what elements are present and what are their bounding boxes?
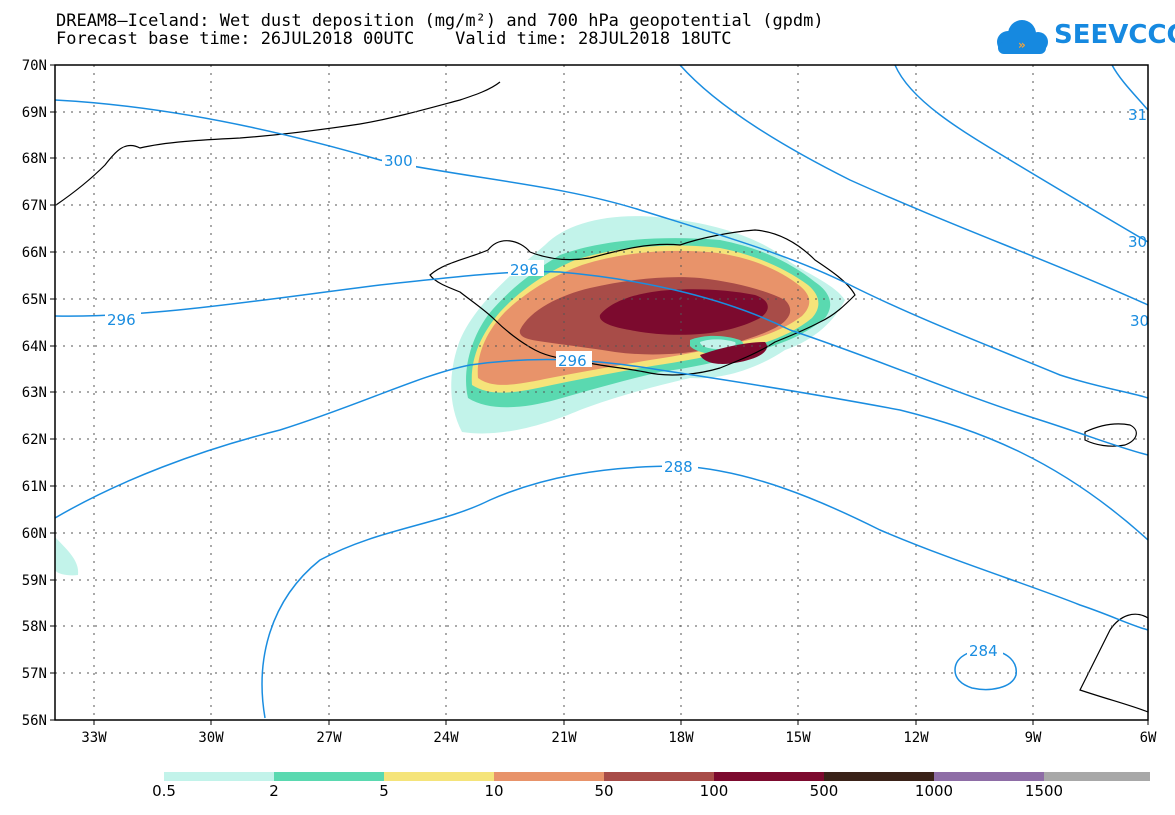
- lon-label: 27W: [316, 730, 342, 746]
- lat-label: 59N: [22, 573, 47, 589]
- legend-label: 1500: [1024, 782, 1064, 800]
- lat-label: 65N: [22, 292, 47, 308]
- logo-text: SEEVCCC: [1054, 20, 1175, 50]
- legend-swatch: [494, 772, 604, 781]
- contour-label-296-north: 296: [510, 261, 539, 279]
- lon-label: 15W: [785, 730, 811, 746]
- contour-label-30-a: 30: [1128, 233, 1147, 251]
- lon-label: 33W: [81, 730, 107, 746]
- contour-label-296-west: 296: [107, 311, 136, 329]
- lat-label: 69N: [22, 105, 47, 121]
- cloud-logo-icon: »: [997, 20, 1048, 54]
- legend-label: 2: [269, 782, 279, 800]
- legend-swatch: [274, 772, 384, 781]
- lat-label: 62N: [22, 432, 47, 448]
- coastlines: [55, 81, 1149, 713]
- legend-swatch: [824, 772, 934, 781]
- contour-label-30-b: 30: [1130, 312, 1149, 330]
- lon-label: 6W: [1140, 730, 1157, 746]
- legend-swatch: [1044, 772, 1150, 781]
- lon-label: 30W: [198, 730, 224, 746]
- latitude-labels: 70N 69N 68N 67N 66N 65N 64N 63N 62N 61N …: [22, 58, 47, 729]
- legend-swatch: [604, 772, 714, 781]
- legend-label: 0.5: [152, 782, 176, 800]
- lon-label: 24W: [433, 730, 459, 746]
- contour-label-288: 288: [664, 458, 693, 476]
- legend-label: 5: [379, 782, 389, 800]
- lat-label: 56N: [22, 713, 47, 729]
- graticule: [55, 65, 1148, 720]
- lat-label: 58N: [22, 619, 47, 635]
- map-title: DREAM8–Iceland: Wet dust deposition (mg/…: [56, 11, 824, 31]
- lon-label: 18W: [668, 730, 694, 746]
- legend-label: 10: [484, 782, 504, 800]
- lon-label: 9W: [1025, 730, 1042, 746]
- legend-label: 100: [699, 782, 729, 800]
- svg-text:»: »: [1018, 38, 1026, 52]
- lat-label: 63N: [22, 385, 47, 401]
- lat-label: 61N: [22, 479, 47, 495]
- legend-swatch: [714, 772, 824, 781]
- legend-colorbar: [164, 772, 1150, 781]
- longitude-labels: 33W 30W 27W 24W 21W 18W 15W 12W 9W 6W: [81, 730, 1157, 746]
- legend-swatch: [164, 772, 274, 781]
- legend-swatch: [384, 772, 494, 781]
- legend-label: 500: [809, 782, 839, 800]
- lat-label: 66N: [22, 245, 47, 261]
- legend-swatch: [934, 772, 1044, 781]
- lat-label: 68N: [22, 151, 47, 167]
- contour-labels: 300 296 296 296 288 284 31 30 30: [105, 106, 1149, 660]
- legend-label: 50: [594, 782, 614, 800]
- contour-label-300: 300: [384, 152, 413, 170]
- map-subtitle: Forecast base time: 26JUL2018 00UTC Vali…: [56, 29, 732, 49]
- dust-deposition-field: [55, 216, 845, 576]
- lon-label: 12W: [903, 730, 929, 746]
- contour-label-284: 284: [969, 642, 998, 660]
- lat-label: 67N: [22, 198, 47, 214]
- contour-label-296-south: 296: [558, 352, 587, 370]
- lat-label: 57N: [22, 666, 47, 682]
- legend-label: 1000: [914, 782, 954, 800]
- contour-label-31: 31: [1128, 106, 1147, 124]
- lon-label: 21W: [551, 730, 577, 746]
- lat-label: 60N: [22, 526, 47, 542]
- axis-ticks: [50, 64, 1149, 725]
- lat-label: 70N: [22, 58, 47, 74]
- lat-label: 64N: [22, 339, 47, 355]
